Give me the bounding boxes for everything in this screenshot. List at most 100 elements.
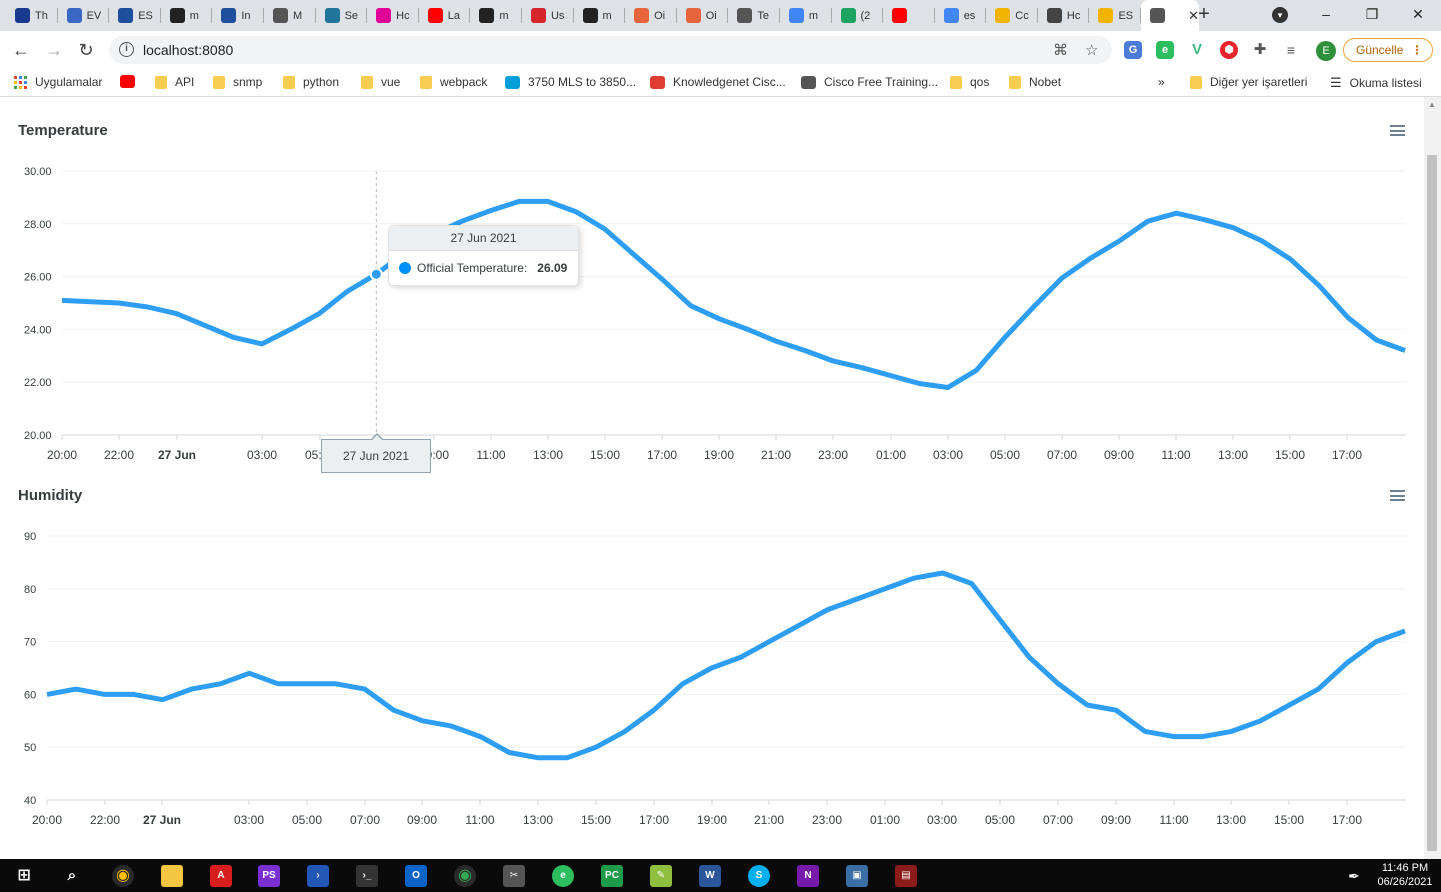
chart-menu-icon[interactable] xyxy=(1390,490,1405,501)
minimize-button[interactable]: – xyxy=(1322,6,1330,22)
winrar-icon[interactable]: ▤ xyxy=(895,865,917,887)
tab[interactable]: Se xyxy=(316,0,368,31)
reading-list-button[interactable]: ☰ Okuma listesi xyxy=(1330,75,1422,91)
notepad-plus-icon[interactable]: ✎ xyxy=(650,865,672,887)
tab-close-icon[interactable]: ✕ xyxy=(1188,7,1200,23)
word-icon[interactable]: W xyxy=(699,865,721,887)
translate-extension-icon[interactable]: G xyxy=(1124,41,1142,59)
bookmark-item[interactable]: Cisco Free Training... xyxy=(801,75,938,89)
tab[interactable]: Us xyxy=(522,0,574,31)
new-tab-button[interactable]: + xyxy=(1198,3,1210,25)
tab[interactable]: m xyxy=(470,0,522,31)
reload-icon[interactable]: ↻ xyxy=(78,40,94,60)
back-arrow-icon[interactable]: ← xyxy=(12,40,30,60)
tab[interactable]: Hc xyxy=(1038,0,1090,31)
powershell-icon[interactable]: › xyxy=(307,865,329,887)
bookmark-item[interactable]: Uygulamalar xyxy=(14,75,102,89)
adblock-extension-icon[interactable]: ⬢ xyxy=(1220,41,1238,59)
tab[interactable]: m xyxy=(574,0,626,31)
temperature-chart[interactable]: 20.00 22.00 24.00 26.00 28.00 30.00 20:00 22:00… xyxy=(0,157,1420,467)
bookmark-item[interactable]: 3750 MLS to 3850... xyxy=(505,75,636,89)
media-control-icon[interactable]: ≡ xyxy=(1282,41,1300,59)
tab[interactable]: m xyxy=(161,0,213,31)
chart-menu-icon[interactable] xyxy=(1390,125,1405,136)
tab[interactable] xyxy=(883,0,935,31)
humidity-chart[interactable]: 40 50 60 70 80 90 20:00 22:00 27 Jun 03:00 05:00 07… xyxy=(0,522,1420,832)
tab-active[interactable]: ✕ xyxy=(1141,0,1200,31)
tooltip-value: 26.09 xyxy=(537,261,568,275)
maximize-button[interactable]: ❐ xyxy=(1365,6,1379,22)
tab[interactable]: In xyxy=(212,0,264,31)
tab[interactable]: Cc xyxy=(986,0,1038,31)
bookmark-item[interactable]: webpack xyxy=(420,75,487,89)
bookmarks-overflow-button[interactable]: » xyxy=(1158,75,1165,89)
taskbar-clock[interactable]: 11:46 PM 06/26/2021 xyxy=(1372,861,1438,889)
page-scrollbar[interactable]: ▲ xyxy=(1424,97,1441,859)
bookmark-label: qos xyxy=(970,75,990,89)
pen-icon[interactable]: ✒ xyxy=(1348,868,1360,884)
tab[interactable]: es xyxy=(935,0,987,31)
x-tick-label: 22:00 xyxy=(104,448,134,462)
tab[interactable]: Th xyxy=(6,0,58,31)
url-text[interactable]: localhost:8080 xyxy=(143,42,234,58)
emoji-icon xyxy=(995,8,1011,23)
vue-devtools-icon[interactable]: V xyxy=(1188,41,1206,59)
search-icon[interactable]: ⌕ xyxy=(67,867,77,884)
pycharm-icon[interactable]: PC xyxy=(601,865,623,887)
tab[interactable]: M xyxy=(264,0,316,31)
onenote-icon[interactable]: N xyxy=(797,865,819,887)
tab[interactable]: La xyxy=(419,0,471,31)
profile-avatar[interactable]: E xyxy=(1316,41,1336,61)
other-bookmarks-folder[interactable]: Diğer yer işaretleri xyxy=(1190,75,1307,89)
remote-desktop-icon[interactable]: ▣ xyxy=(846,865,868,887)
site-info-icon[interactable]: i xyxy=(119,42,134,57)
bookmark-item[interactable]: python xyxy=(283,75,339,89)
close-window-button[interactable]: ✕ xyxy=(1412,6,1424,22)
bookmark-item[interactable]: Knowledgenet Cisc... xyxy=(650,75,786,89)
scroll-up-arrow-icon[interactable]: ▲ xyxy=(1428,100,1436,109)
bookmark-item[interactable]: vue xyxy=(361,75,400,89)
bookmark-star-icon[interactable]: ☆ xyxy=(1085,42,1099,59)
tab[interactable]: (2 xyxy=(832,0,884,31)
tab[interactable]: m xyxy=(780,0,832,31)
windows-start-icon[interactable]: ⊞ xyxy=(17,867,31,884)
bookmarks-bar: Uygulamalar API snmp python vue webpack 3750 M… xyxy=(0,69,1441,97)
bookmark-item[interactable]: API xyxy=(155,75,194,89)
bookmark-item[interactable]: Nobet xyxy=(1009,75,1061,89)
tab[interactable]: ES xyxy=(109,0,161,31)
x-tick-label: 21:00 xyxy=(761,448,791,462)
outlook-icon[interactable]: O xyxy=(405,865,427,887)
extensions-puzzle-icon[interactable]: ✚ xyxy=(1251,41,1269,59)
tab-search-icon[interactable]: ▾ xyxy=(1272,7,1288,23)
tab-strip: Th EV ES m In M Se Hc La m Us m Oi Oi Te m (2 es Cc Hc ES ✕ +… xyxy=(0,0,1441,31)
tab[interactable]: Hc xyxy=(367,0,419,31)
series-marker-icon xyxy=(399,262,411,274)
skype-icon[interactable]: S xyxy=(748,865,770,887)
tab[interactable]: EV xyxy=(58,0,110,31)
evernote-taskbar-icon[interactable]: e xyxy=(552,865,574,887)
bookmark-item[interactable] xyxy=(120,75,135,88)
tab[interactable]: Oi xyxy=(625,0,677,31)
translate-icon[interactable]: ⌘ xyxy=(1053,42,1068,59)
address-bar[interactable]: i localhost:8080 ⌘ ☆ xyxy=(109,36,1112,64)
update-button[interactable]: Güncelle ⋮ xyxy=(1343,38,1433,62)
acrobat-icon[interactable]: A xyxy=(210,865,232,887)
chrome-taskbar-icon[interactable]: ◉ xyxy=(112,865,134,887)
terminal-icon[interactable]: ›_ xyxy=(356,865,378,887)
github-icon xyxy=(582,8,598,23)
tab[interactable]: Te xyxy=(728,0,780,31)
x-tick-label: 11:00 xyxy=(465,813,494,827)
humidity-chart-title: Humidity xyxy=(18,487,83,504)
scrollbar-thumb[interactable] xyxy=(1427,155,1437,851)
forward-arrow-icon[interactable]: → xyxy=(45,40,63,60)
phpstorm-icon[interactable]: PS xyxy=(258,865,280,887)
file-explorer-icon[interactable] xyxy=(161,865,183,887)
chrome-taskbar-icon-2[interactable]: ◉ xyxy=(454,865,476,887)
bookmark-item[interactable]: qos xyxy=(950,75,989,89)
evernote-extension-icon[interactable]: e xyxy=(1156,41,1174,59)
tab[interactable]: ES xyxy=(1089,0,1141,31)
snipping-tool-icon[interactable]: ✂ xyxy=(503,865,525,887)
tab[interactable]: Oi xyxy=(677,0,729,31)
bookmark-item[interactable]: snmp xyxy=(213,75,262,89)
tab-title: Th xyxy=(35,9,48,22)
